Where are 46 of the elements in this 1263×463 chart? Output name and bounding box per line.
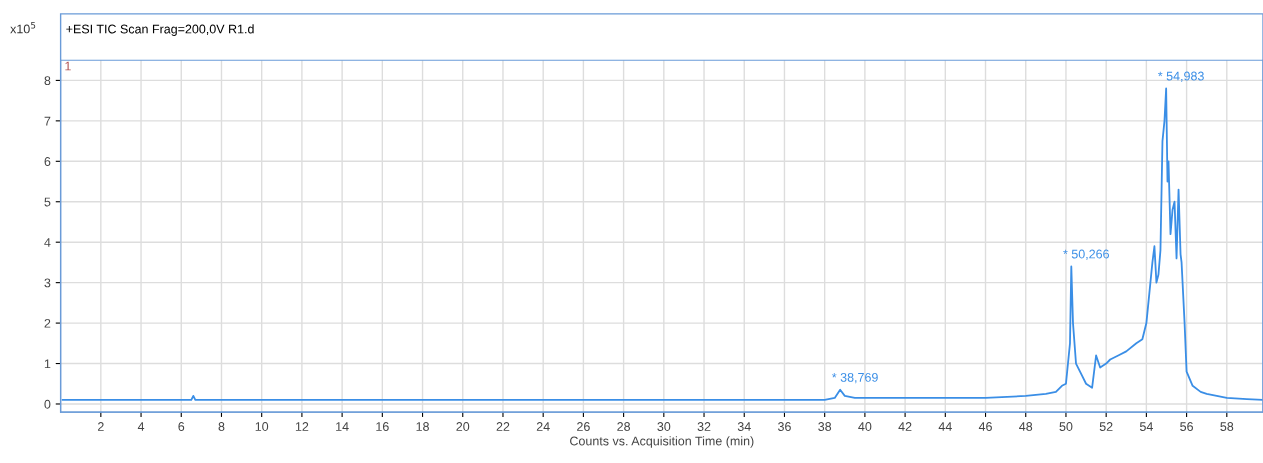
y-tick-label: 3	[44, 278, 51, 288]
x-tick-label: 56	[1180, 422, 1193, 431]
line-series	[61, 87, 1263, 401]
y-tick-label: 5	[44, 197, 51, 207]
x-tick-label: 2	[97, 422, 104, 431]
x-tick-label: 36	[777, 422, 791, 431]
x-tick-label: 26	[577, 422, 590, 431]
annotation: 1	[65, 61, 71, 71]
x-tick-label: 16	[376, 422, 389, 431]
x-tick-label: 18	[416, 422, 429, 431]
x-tick-label: 30	[657, 422, 671, 431]
text: x10$^{5}$	[10, 22, 36, 34]
x-tick-label: 4	[137, 422, 145, 431]
x-tick-label: 34	[737, 422, 751, 431]
x-tick-label: 12	[295, 422, 309, 431]
y-tick-label: 7	[44, 116, 51, 126]
x-tick-label: 40	[858, 422, 872, 431]
x-tick-label: 28	[617, 422, 631, 431]
x-tick-label: 22	[496, 422, 510, 431]
x-tick-label: 10	[255, 422, 269, 431]
y-tick-label: 2	[44, 318, 51, 328]
x-tick-label: 24	[536, 422, 550, 431]
x-tick-label: 42	[898, 422, 912, 431]
x-tick-label: 20	[456, 422, 470, 431]
annotation: * 38,769	[832, 372, 878, 384]
x-tick-label: 32	[697, 422, 711, 431]
x-tick-label: 44	[938, 422, 952, 431]
annotation: * 50,266	[1063, 249, 1109, 260]
x-tick-label: 52	[1099, 422, 1113, 431]
x-tick-label: 48	[1019, 422, 1033, 431]
annotation: * 54,983	[1158, 71, 1204, 82]
x-tick-label: 6	[178, 422, 185, 431]
chart-title: +ESI TIC Scan Frag=200,0V R1.d	[66, 24, 254, 36]
y-tick-label: 1	[44, 359, 51, 369]
y-tick-label: 4	[44, 238, 51, 247]
y-tick-label: 6	[44, 157, 51, 166]
x-tick-label: 38	[818, 422, 832, 431]
x-tick-label: 50	[1059, 422, 1073, 431]
x-tick-label: 46	[978, 422, 992, 431]
y-tick-label: 0	[44, 399, 51, 409]
x-tick-label: 54	[1139, 422, 1153, 431]
x-tick-label: 8	[218, 422, 225, 431]
x-tick-label: 14	[336, 422, 349, 431]
x-axis-title: Counts vs. Acquisition Time (min)	[570, 436, 754, 448]
x-tick-label: 58	[1220, 422, 1234, 431]
y-tick-label: 8	[44, 76, 51, 86]
